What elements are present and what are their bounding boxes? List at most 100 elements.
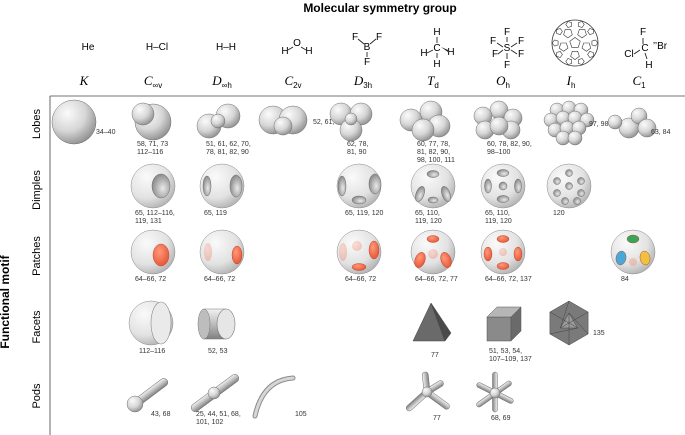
sphere (273, 116, 293, 136)
patch (615, 250, 627, 266)
molecule-C1: CF Cl ’’BrH (624, 27, 668, 71)
group-label-3: C2v (284, 73, 301, 90)
bond-line (496, 42, 504, 48)
sphere (411, 118, 435, 142)
motif-pods-oh: 68, 69 (476, 371, 514, 422)
reference-numbers: 119, 131 (135, 218, 162, 225)
patch (496, 235, 510, 243)
sphere (607, 114, 623, 130)
reference-numbers: 25, 44, 51, 68, (196, 411, 241, 418)
reference-numbers: 119, 120 (415, 218, 442, 225)
bond-line (510, 49, 518, 55)
bond-line (287, 46, 294, 51)
reference-numbers: 112–116 (139, 348, 165, 355)
dimple (577, 177, 585, 185)
motif-lobes-dinfh: 51, 61, 62, 70,78, 81, 82, 90 (196, 103, 251, 156)
dimple (202, 175, 212, 197)
icosahedron-edge (549, 327, 578, 335)
molecule-Ih (551, 19, 599, 67)
reference-numbers: 107–109, 137 (489, 356, 532, 363)
dimple (427, 196, 439, 204)
reference-numbers: 64–66, 72 (345, 276, 376, 283)
facet (216, 308, 236, 340)
fullerene-cage-outline (551, 19, 599, 67)
fullerene-face (577, 29, 587, 39)
atom-label: H (281, 46, 288, 57)
motif-dimples-d3h: 65, 119, 120 (336, 163, 384, 217)
bond-line (633, 49, 641, 55)
motif-lobes-single: 34–40 (51, 99, 116, 145)
atom-label: F (504, 60, 510, 71)
atom-label: B (364, 42, 371, 53)
atom-label: ’’Br (653, 41, 668, 52)
motif-dimples-oh: 65, 110,119, 120 (480, 163, 526, 225)
sphere (207, 386, 221, 400)
reference-numbers: 77 (433, 415, 441, 422)
atom-label: F (364, 57, 370, 68)
icosahedron-edge (560, 311, 589, 329)
reference-numbers: 58, 71, 73 (137, 141, 168, 148)
motif-facets-cinfv: 112–116 (128, 300, 174, 355)
molecule-Dinfh: H–H (216, 42, 236, 53)
group-label-7: Ih (566, 73, 576, 90)
patch (496, 262, 510, 270)
icosahedron-edge (568, 312, 589, 335)
motif-patches-d3h: 64–66, 72 (336, 229, 382, 283)
motif-dimples-ih: 120 (546, 163, 592, 217)
fullerene-face (578, 58, 585, 65)
sphere (567, 130, 583, 146)
group-label-4: D3h (353, 73, 372, 90)
patch (152, 243, 170, 267)
reference-numbers: 77 (431, 352, 439, 359)
motif-lobes-c2v: 52, 61, 73 (258, 105, 344, 136)
reference-numbers: 64–66, 72, 77 (415, 276, 458, 283)
reference-numbers: 112–116 (137, 149, 163, 156)
motif-pods-c2v: 105 (252, 375, 307, 419)
reference-numbers: 135 (593, 330, 605, 337)
dimple (415, 186, 425, 202)
molecule-C2v: OH H (281, 38, 312, 57)
reference-numbers: 34–40 (96, 129, 116, 136)
cylinder-end (197, 308, 211, 340)
atom-label: H (433, 27, 440, 38)
reference-numbers: 65, 119, 120 (345, 210, 384, 217)
atom-label: C (433, 43, 440, 54)
reference-numbers: 60, 78, 82, 90, (487, 141, 532, 148)
reference-numbers: 65, 110, (415, 210, 440, 217)
reference-numbers: 68, 69 (491, 415, 511, 422)
dimple (577, 189, 585, 197)
motif-lobes-d3h: 62, 78,81, 90 (329, 102, 373, 156)
dimple (565, 182, 573, 190)
bond-line (369, 38, 377, 45)
dimple (151, 173, 171, 199)
icosahedron-edge (549, 311, 578, 329)
fullerene-face (587, 51, 594, 58)
bond-line (357, 38, 365, 45)
dimple (351, 195, 367, 205)
reference-numbers: 97, 98 (589, 121, 609, 128)
sphere (489, 116, 509, 136)
sphere (637, 118, 657, 138)
patch (339, 243, 347, 261)
reference-numbers: 60, 77, 78, (417, 141, 450, 148)
facet (150, 301, 172, 345)
group-label-5: Td (427, 73, 439, 90)
motif-lobes-oh: 60, 78, 82, 90,98–100 (473, 100, 532, 156)
fullerene-face (591, 39, 599, 47)
patch (428, 249, 438, 259)
group-label-6: Oh (496, 73, 510, 90)
atom-label: H (420, 48, 427, 59)
patch (483, 246, 493, 262)
reference-numbers: 65, 110, (485, 210, 510, 217)
fullerene-face (558, 42, 569, 52)
patch (204, 243, 212, 261)
atom-label: H (447, 47, 454, 58)
molecule-formula: He (82, 42, 95, 53)
atom-label: H (305, 46, 312, 57)
sphere (131, 102, 155, 126)
patch (426, 235, 440, 243)
fullerene-face (551, 39, 559, 47)
reference-numbers: 65, 119 (204, 210, 227, 217)
